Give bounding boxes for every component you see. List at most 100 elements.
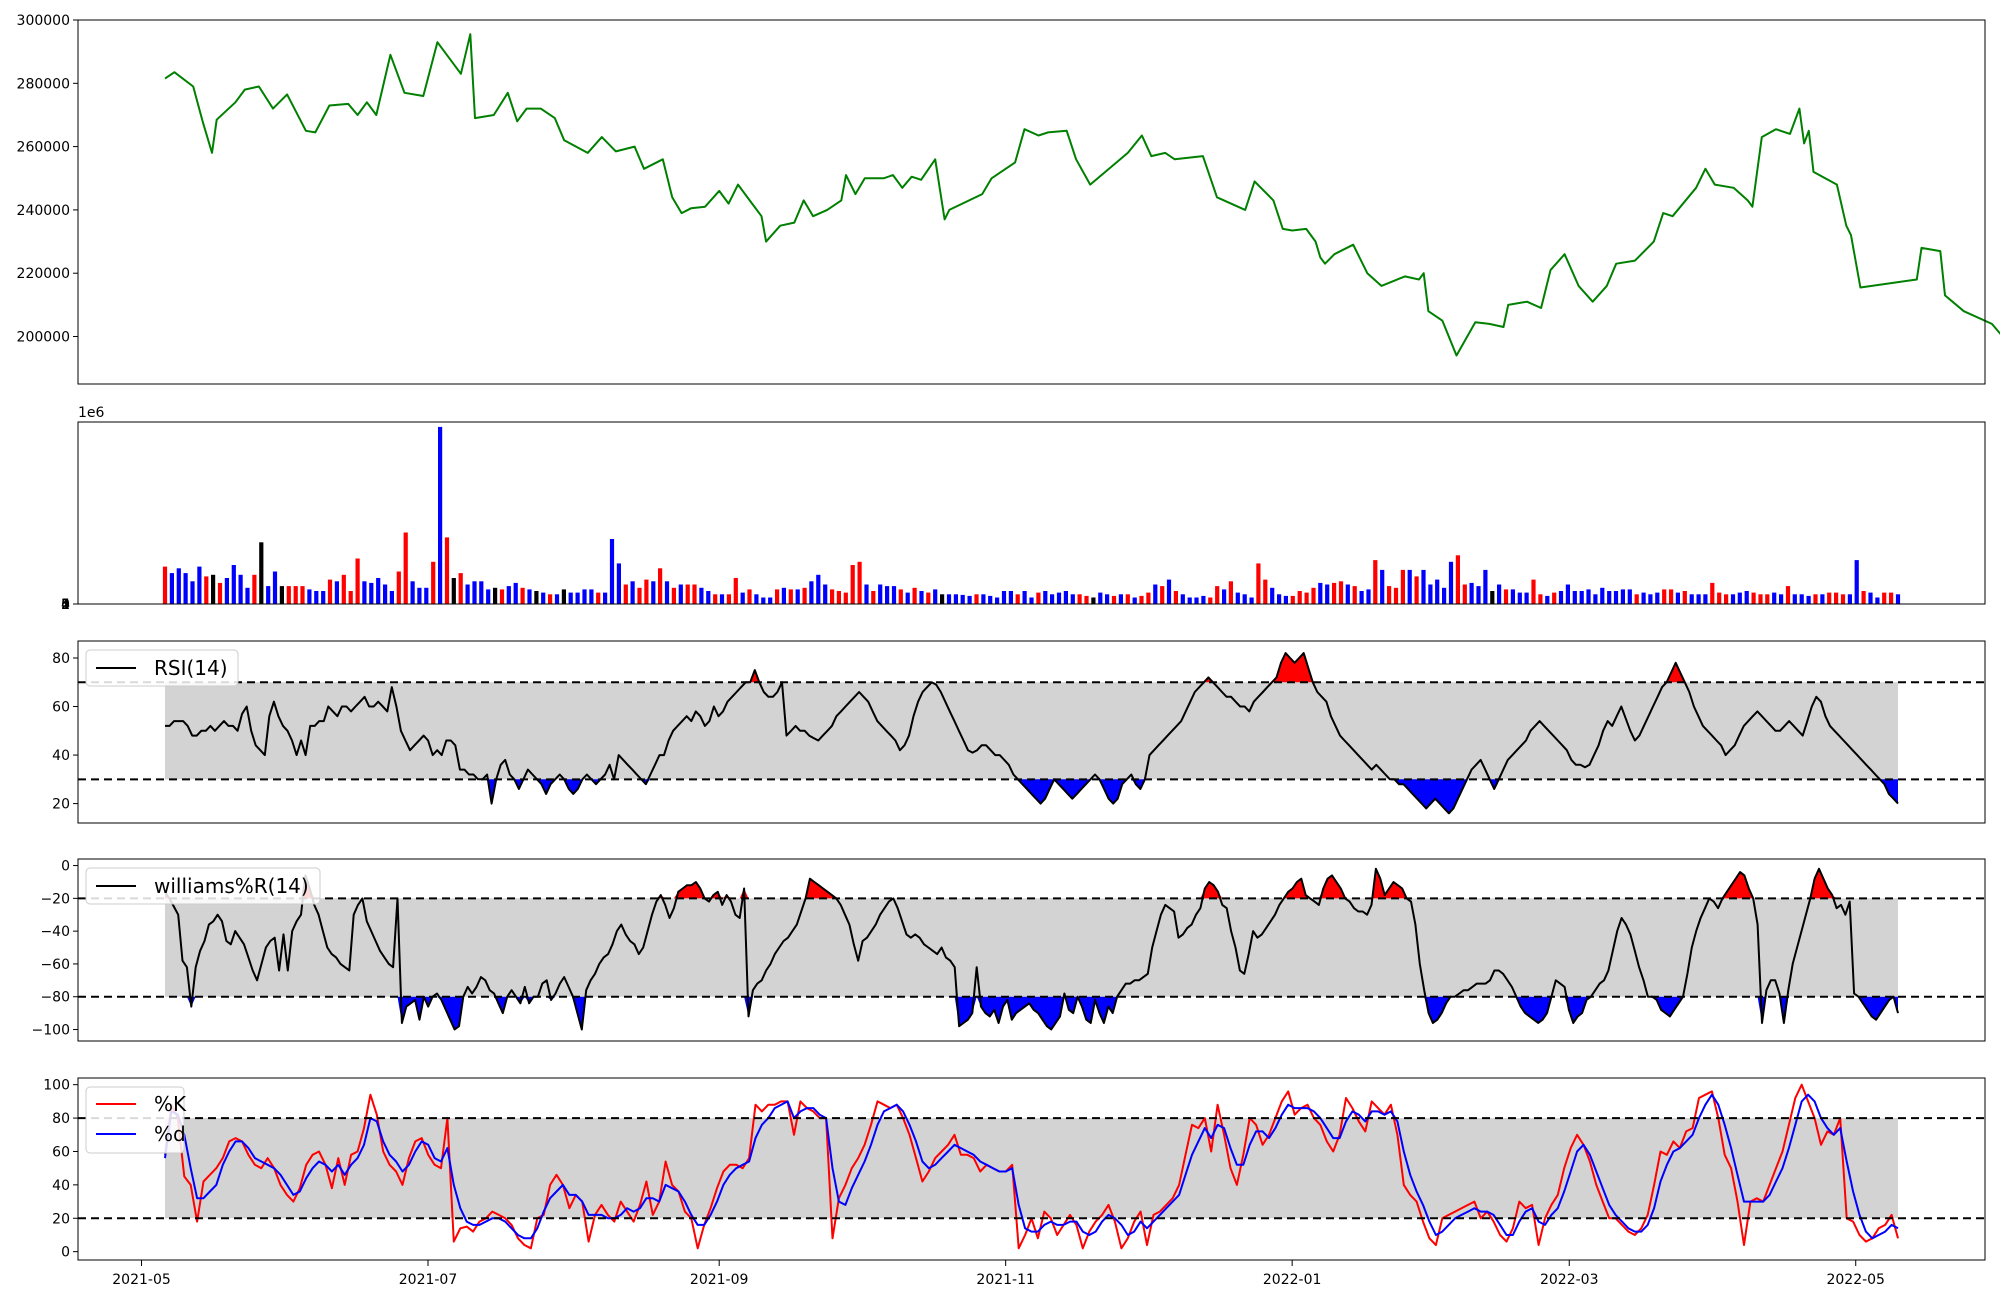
volume-bar (493, 587, 498, 605)
volume-bar (1304, 592, 1309, 604)
rsi-y-tick-label: 80 (52, 651, 70, 667)
volume-bar (293, 586, 298, 604)
volume-bar (238, 574, 243, 605)
stochastic-plot-area (78, 1083, 1985, 1250)
volume-bar (843, 592, 848, 604)
volume-bar (651, 581, 656, 605)
volume-bar (438, 426, 443, 604)
volume-bar (465, 584, 470, 604)
volume-bar (162, 566, 168, 604)
volume-bar (1669, 589, 1674, 604)
volume-bar (1235, 592, 1240, 604)
volume-bar (479, 581, 484, 605)
volume-bar (1689, 594, 1694, 605)
stochastic-d-line (164, 1093, 1899, 1240)
volume-bar (1318, 582, 1323, 604)
volume-bar (1242, 594, 1247, 605)
volume-bar (1758, 594, 1763, 605)
volume-bar (272, 571, 278, 604)
stochastic-y-axis: 0 20 40 60 80 100 (43, 1078, 78, 1261)
volume-bar (623, 584, 628, 604)
volume-bar (1118, 594, 1123, 605)
volume-bar (582, 589, 587, 604)
volume-bar (1070, 594, 1075, 605)
volume-y-tick-label: 1 (61, 597, 70, 613)
volume-bar (1222, 589, 1227, 604)
volume-bar (252, 574, 257, 605)
price-plot-area (164, 33, 2000, 357)
volume-bar (988, 595, 993, 604)
volume-bar (1572, 591, 1577, 604)
volume-bar (1600, 587, 1605, 605)
volume-bar (217, 582, 223, 604)
volume-bar (1497, 584, 1502, 604)
volume-bar (1655, 592, 1660, 604)
volume-bar (726, 594, 731, 605)
volume-bar (1476, 586, 1481, 604)
volume-bar (1380, 569, 1385, 604)
williams-legend-box (85, 867, 321, 905)
volume-bar (1882, 592, 1887, 604)
williams-y-tick-label: −80 (40, 990, 70, 1006)
volume-bar (499, 589, 505, 604)
volume-bar (733, 578, 738, 604)
volume-bar (1483, 569, 1488, 604)
volume-bar (1373, 560, 1378, 604)
volume-bar (1001, 591, 1007, 604)
volume-bar (1111, 595, 1117, 604)
volume-bar (458, 573, 463, 604)
volume-bar (1098, 592, 1103, 604)
volume-bar (1215, 586, 1220, 604)
volume-bar (1435, 579, 1440, 604)
volume-bar (1696, 594, 1701, 605)
volume-bar (616, 563, 621, 604)
volume-bar (314, 591, 319, 604)
volume-bar (1125, 594, 1130, 605)
volume-bar (1091, 597, 1096, 604)
volume-bar (1407, 569, 1412, 604)
volume-bar (609, 539, 615, 604)
volume-bar (1840, 594, 1846, 605)
volume-bar (1503, 589, 1509, 604)
volume-bar (775, 589, 780, 604)
volume-bar (424, 587, 429, 605)
volume-bar (1277, 594, 1282, 605)
volume-bar (1442, 587, 1447, 605)
volume-bar (417, 587, 422, 605)
volume-bar (816, 574, 821, 605)
volume-bar (809, 581, 814, 605)
volume-plot-area (162, 426, 1901, 605)
volume-bar (1180, 594, 1185, 605)
volume-bar (1139, 595, 1144, 604)
volume-bar (603, 592, 608, 604)
volume-bar (1510, 589, 1515, 604)
volume-bar (981, 594, 986, 605)
volume-bar (1153, 584, 1158, 604)
volume-bar (740, 592, 745, 604)
volume-bar (1325, 584, 1330, 604)
williams-y-tick-label: −20 (40, 891, 70, 907)
volume-bar (1132, 597, 1137, 604)
volume-bar (1744, 591, 1749, 604)
volume-bar (334, 581, 339, 605)
price-line (164, 33, 2000, 357)
price-panel-frame (77, 19, 1986, 385)
x-tick-label: 2022-01 (1263, 1272, 1322, 1288)
volume-bar (664, 581, 670, 605)
volume-bar (830, 589, 835, 604)
volume-bar (1847, 594, 1852, 605)
volume-bar (878, 584, 883, 604)
williams-y-tick-label: −40 (40, 924, 70, 940)
volume-bar (1586, 589, 1591, 604)
rsi-y-tick-label: 60 (52, 700, 70, 716)
volume-bar (211, 574, 216, 605)
volume-bar (1854, 560, 1859, 604)
volume-bar (905, 592, 910, 604)
volume-bar (1270, 587, 1275, 605)
volume-bar (1813, 594, 1818, 605)
volume-bar (967, 595, 972, 604)
x-tick-label: 2021-09 (690, 1272, 749, 1288)
volume-panel-frame (77, 421, 1986, 605)
volume-bar (995, 597, 1000, 604)
volume-scale-label: 1e6 (78, 405, 105, 421)
